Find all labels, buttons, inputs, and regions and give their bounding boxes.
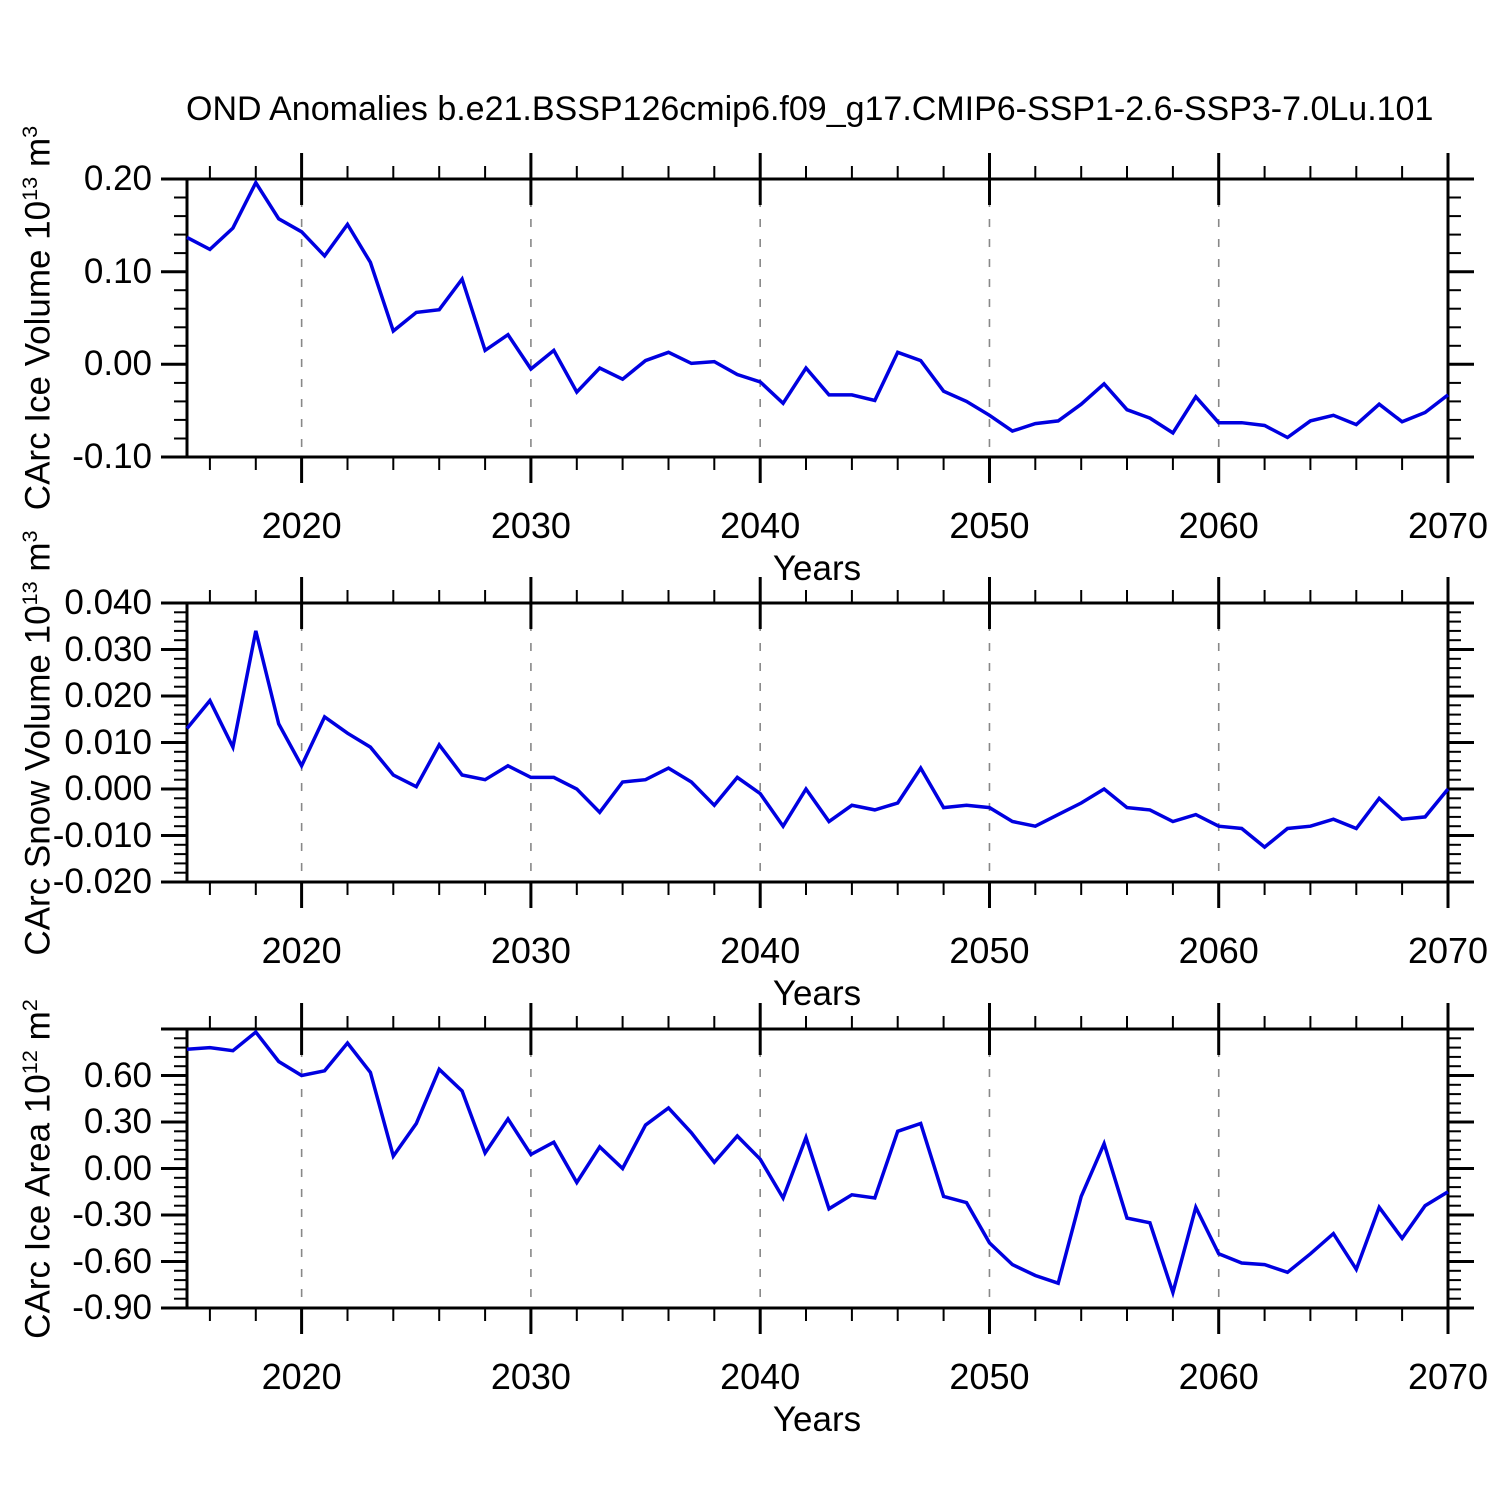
- chart-title: OND Anomalies b.e21.BSSP126cmip6.f09_g17…: [186, 90, 1434, 128]
- x-tick-label: 2070: [1407, 505, 1489, 546]
- x-tick-label: 2050: [949, 505, 1030, 546]
- x-tick-label: 2060: [1178, 930, 1259, 971]
- x-axis-title-panel2: Years: [772, 974, 862, 1013]
- y-tick-label: 0.00: [83, 344, 152, 384]
- series-line-carc-snow-volume: [185, 630, 1450, 850]
- y-tick-label: -0.60: [72, 1241, 152, 1281]
- x-tick-label: 2050: [949, 930, 1030, 971]
- series-line-carc-ice-area: [186, 1029, 1449, 1299]
- x-tick-label: 2060: [1178, 505, 1259, 546]
- x-tick-label: 2030: [490, 930, 571, 971]
- x-tick-label: 2020: [261, 505, 342, 546]
- y-tick-label: 0.20: [83, 159, 152, 198]
- x-tick-label: 2020: [261, 1356, 342, 1397]
- y-tick-label: 0.010: [64, 722, 152, 762]
- x-tick-label: 2070: [1407, 1356, 1489, 1397]
- y-tick-label: -0.020: [52, 862, 152, 901]
- x-tick-label: 2040: [720, 1356, 801, 1397]
- x-tick-label: 2050: [949, 1356, 1030, 1397]
- y-tick-label: 0.30: [83, 1102, 152, 1141]
- y-tick-label: 0.020: [64, 676, 152, 715]
- x-axis-title-panel3: Years: [772, 1400, 862, 1439]
- x-tick-label: 2070: [1407, 930, 1489, 971]
- y-tick-label: -0.10: [72, 437, 152, 476]
- y-tick-label: 0.60: [83, 1055, 152, 1095]
- y-tick-label: 0.00: [83, 1148, 152, 1188]
- x-tick-label: 2030: [490, 1356, 571, 1397]
- x-tick-label: 2060: [1178, 1356, 1259, 1397]
- x-axis-title-panel1: Years: [772, 549, 862, 588]
- series-line-carc-ice-volume: [186, 179, 1450, 440]
- y-tick-label: -0.30: [72, 1195, 152, 1234]
- y-tick-label: 0.030: [64, 629, 152, 669]
- y-tick-label: 0.000: [64, 769, 152, 808]
- x-tick-label: 2040: [720, 505, 801, 546]
- y-tick-label: -0.90: [72, 1288, 152, 1327]
- x-tick-label: 2040: [720, 930, 801, 971]
- y-tick-label: 0.040: [64, 583, 152, 622]
- y-tick-label: 0.10: [83, 251, 152, 291]
- x-tick-label: 2030: [490, 505, 571, 546]
- y-tick-label: -0.010: [52, 815, 152, 855]
- x-tick-label: 2020: [261, 930, 342, 971]
